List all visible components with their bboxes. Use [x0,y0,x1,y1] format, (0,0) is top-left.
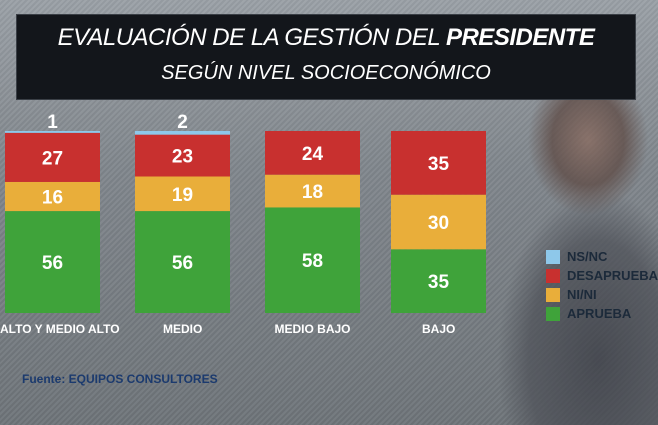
data-label: 24 [302,144,324,165]
bar-segment-nini [5,181,100,212]
legend-item: NS/NC [546,247,658,266]
title-bold: PRESIDENTE [445,24,595,51]
legend-swatch [546,268,560,283]
data-label: 35 [428,272,450,293]
category-label: MEDIO [163,322,203,336]
data-label: 23 [172,147,193,168]
bar-segment-aprueba [5,211,100,313]
data-label: 35 [428,154,450,175]
chart-subtitle: SEGÚN NIVEL SOCIOECONÓMICO [161,62,491,84]
bar-segment-aprueba [391,249,486,313]
bar-segment-nini [391,194,486,250]
bar-segment-nsnc [5,131,100,133]
data-label: 30 [428,213,449,234]
data-label: 58 [302,251,323,272]
president-photo [498,70,658,425]
category-label: MEDIO BAJO [274,322,351,336]
data-label: 16 [42,188,63,209]
legend-swatch [546,287,560,302]
category-label: ALTO Y MEDIO ALTO [0,322,120,336]
title-box: EVALUACIÓN DE LA GESTIÓN DEL PRESIDENTE … [16,14,636,100]
bar-segment-aprueba [265,207,360,313]
data-label: 19 [172,185,193,206]
legend-label: NI/NI [567,287,597,302]
data-label: 27 [42,148,63,169]
title-main: EVALUACIÓN DE LA GESTIÓN DEL [57,24,441,51]
bar-segment-aprueba [135,211,230,313]
data-label: 1 [47,112,58,133]
data-label: 56 [42,253,63,274]
legend-label: NS/NC [567,249,608,264]
data-label: 56 [172,253,193,274]
legend-item: DESAPRUEBA [546,266,658,285]
bar-segment-nini [265,174,360,208]
chart-title: EVALUACIÓN DE LA GESTIÓN DEL PRESIDENTE [17,23,635,53]
bar-segment-nsnc [135,131,230,135]
legend-item: NI/NI [546,285,658,304]
legend: NS/NC DESAPRUEBA NI/NI APRUEBA [546,247,658,323]
legend-swatch [546,306,560,321]
legend-label: APRUEBA [567,306,632,321]
category-label: BAJO [422,322,456,336]
legend-swatch [546,249,560,264]
data-label: 18 [302,182,323,203]
bar-segment-nini [135,176,230,212]
bar-segment-desaprueba [265,131,360,175]
bar-segment-desaprueba [391,131,486,195]
source-note: Fuente: EQUIPOS CONSULTORES [22,372,218,386]
legend-item: APRUEBA [546,304,658,323]
bar-segment-desaprueba [5,132,100,182]
bar-segment-desaprueba [135,134,230,177]
data-label: 2 [177,112,188,133]
legend-label: DESAPRUEBA [567,268,658,283]
